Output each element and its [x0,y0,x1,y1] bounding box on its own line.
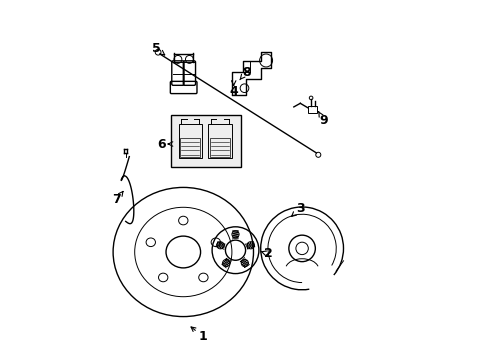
Bar [208,124,231,158]
Text: 2: 2 [263,247,272,260]
Bar [180,138,200,157]
Text: 6: 6 [157,138,165,150]
Bar [178,124,202,158]
Text: 8: 8 [242,66,250,78]
Text: 7: 7 [112,193,121,206]
Bar [307,106,317,113]
Text: 5: 5 [152,42,161,55]
Text: 3: 3 [295,202,304,215]
Text: 4: 4 [229,85,238,98]
Text: 9: 9 [319,114,327,127]
Text: 1: 1 [198,330,207,343]
Bar [210,138,230,157]
Bar [170,115,241,167]
